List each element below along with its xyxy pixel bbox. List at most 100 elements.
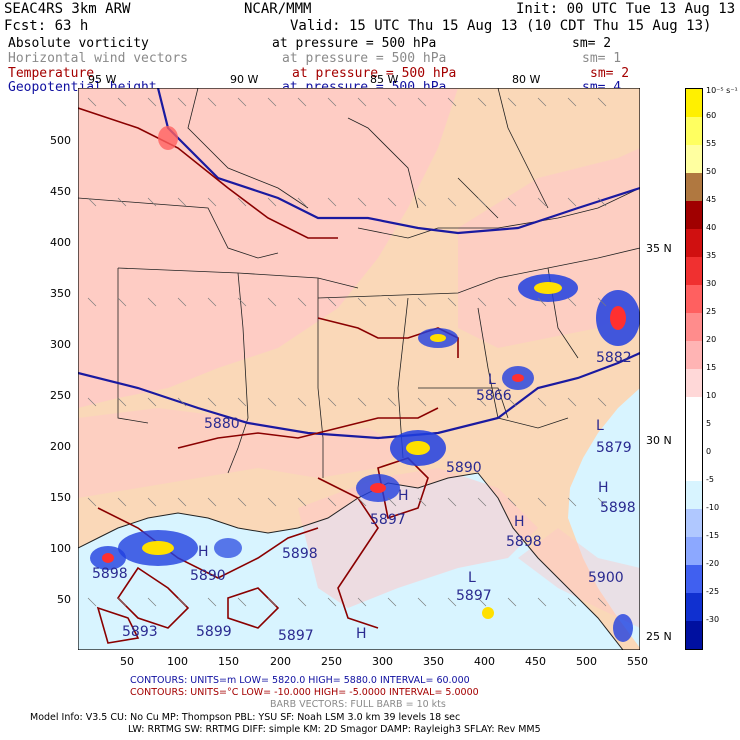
color-scale-label: 15 bbox=[706, 363, 717, 372]
weather-map bbox=[78, 88, 640, 650]
color-scale-unit: 10⁻⁵ s⁻¹ bbox=[706, 86, 738, 95]
contour-label: 5898 bbox=[282, 546, 318, 562]
y-tick: 250 bbox=[50, 389, 71, 402]
org-label: NCAR/MMM bbox=[244, 1, 312, 17]
color-scale-segment bbox=[686, 229, 702, 257]
contour-label: 5898 bbox=[92, 566, 128, 582]
forecast-hour: Fcst: 63 h bbox=[4, 18, 89, 34]
color-scale-label: 35 bbox=[706, 251, 717, 260]
field-sm-wind: sm= 1 bbox=[582, 51, 622, 66]
lon-label: 90 W bbox=[230, 73, 259, 86]
x-tick: 300 bbox=[372, 655, 393, 668]
color-scale-label: 20 bbox=[706, 335, 717, 344]
color-scale-label: -20 bbox=[706, 559, 720, 568]
y-tick: 400 bbox=[50, 236, 71, 249]
color-scale-segment bbox=[686, 145, 702, 173]
wind-barbs bbox=[87, 97, 607, 607]
x-tick: 200 bbox=[270, 655, 291, 668]
barb-info: BARB VECTORS: FULL BARB = 10 kts bbox=[270, 699, 446, 710]
color-scale-segment bbox=[686, 117, 702, 145]
x-tick: 250 bbox=[321, 655, 342, 668]
color-scale-label: 25 bbox=[706, 307, 717, 316]
x-tick: 450 bbox=[525, 655, 546, 668]
color-scale-label: 10 bbox=[706, 391, 717, 400]
contour-label: 5879 bbox=[596, 440, 632, 456]
y-tick: 200 bbox=[50, 440, 71, 453]
contour-label: 5897 bbox=[370, 512, 406, 528]
color-scale-label: -30 bbox=[706, 615, 720, 624]
x-tick: 500 bbox=[576, 655, 597, 668]
contour-label: 5897 bbox=[278, 628, 314, 644]
contour-label: L bbox=[488, 372, 496, 388]
lat-label: 25 N bbox=[646, 630, 672, 643]
color-scale-label: -25 bbox=[706, 587, 720, 596]
color-scale-segment bbox=[686, 201, 702, 229]
x-tick: 100 bbox=[167, 655, 188, 668]
lon-label: 85 W bbox=[370, 73, 399, 86]
contour-label: H bbox=[356, 626, 367, 642]
x-tick: 350 bbox=[423, 655, 444, 668]
contour-label: 5897 bbox=[456, 588, 492, 604]
contour-label: 5890 bbox=[446, 460, 482, 476]
color-scale-label: 30 bbox=[706, 279, 717, 288]
color-scale-segment bbox=[686, 593, 702, 621]
color-scale-segment bbox=[686, 621, 702, 649]
color-scale-segment bbox=[686, 257, 702, 285]
lat-label: 30 N bbox=[646, 434, 672, 447]
field-level-temperature: at pressure = 500 hPa bbox=[292, 66, 457, 81]
contour-label: 5898 bbox=[600, 500, 636, 516]
y-tick: 500 bbox=[50, 134, 71, 147]
field-level-vorticity: at pressure = 500 hPa bbox=[272, 36, 437, 51]
model-info-line1: Model Info: V3.5 CU: No Cu MP: Thompson … bbox=[30, 712, 461, 723]
contour-label: 5866 bbox=[476, 388, 512, 404]
temperature-contours bbox=[78, 107, 459, 644]
vorticity-cells bbox=[90, 126, 640, 642]
color-scale-label: -15 bbox=[706, 531, 720, 540]
color-scale-segment bbox=[686, 537, 702, 565]
x-tick: 50 bbox=[120, 655, 134, 668]
y-tick: 350 bbox=[50, 287, 71, 300]
color-scale-bar bbox=[685, 88, 703, 650]
lat-label: 35 N bbox=[646, 242, 672, 255]
color-scale-label: -5 bbox=[706, 475, 714, 484]
field-name-wind: Horizontal wind vectors bbox=[8, 51, 189, 66]
y-tick: 50 bbox=[57, 593, 71, 606]
color-scale-segment bbox=[686, 285, 702, 313]
y-tick: 100 bbox=[50, 542, 71, 555]
model-title: SEAC4RS 3km ARW bbox=[4, 1, 131, 17]
contour-label: 5880 bbox=[204, 416, 240, 432]
color-scale-segment bbox=[686, 313, 702, 341]
contour-label: H bbox=[398, 488, 409, 504]
x-tick: 400 bbox=[474, 655, 495, 668]
color-scale-label: 5 bbox=[706, 419, 712, 428]
field-name-vorticity: Absolute vorticity bbox=[8, 36, 149, 51]
color-scale-segment bbox=[686, 369, 702, 397]
contour-label: L bbox=[468, 570, 476, 586]
field-sm-temperature: sm= 2 bbox=[590, 66, 630, 81]
contour-label: H bbox=[514, 514, 525, 530]
color-scale-segment bbox=[686, 453, 702, 481]
model-info-line2: LW: RRTMG SW: RRTMG DIFF: simple KM: 2D … bbox=[128, 724, 541, 735]
x-tick: 150 bbox=[218, 655, 239, 668]
y-tick: 300 bbox=[50, 338, 71, 351]
y-tick: 150 bbox=[50, 491, 71, 504]
contour-label: L bbox=[596, 418, 604, 434]
color-scale-segment bbox=[686, 565, 702, 593]
contour-label: 5900 bbox=[588, 570, 624, 586]
color-scale-segment bbox=[686, 173, 702, 201]
state-boundaries bbox=[78, 88, 640, 478]
color-scale-segment bbox=[686, 397, 702, 425]
color-scale-label: 60 bbox=[706, 111, 717, 120]
color-scale-segment bbox=[686, 341, 702, 369]
contour-label: 5893 bbox=[122, 624, 158, 640]
y-tick: 450 bbox=[50, 185, 71, 198]
color-scale-label: 50 bbox=[706, 167, 717, 176]
color-scale-segment bbox=[686, 481, 702, 509]
color-scale-segment bbox=[686, 89, 702, 117]
color-scale-label: 45 bbox=[706, 195, 717, 204]
lon-label: 80 W bbox=[512, 73, 541, 86]
color-scale-label: 0 bbox=[706, 447, 712, 456]
contour-label: 5898 bbox=[506, 534, 542, 550]
contour-label: 5882 bbox=[596, 350, 632, 366]
contour-label: H bbox=[198, 544, 209, 560]
